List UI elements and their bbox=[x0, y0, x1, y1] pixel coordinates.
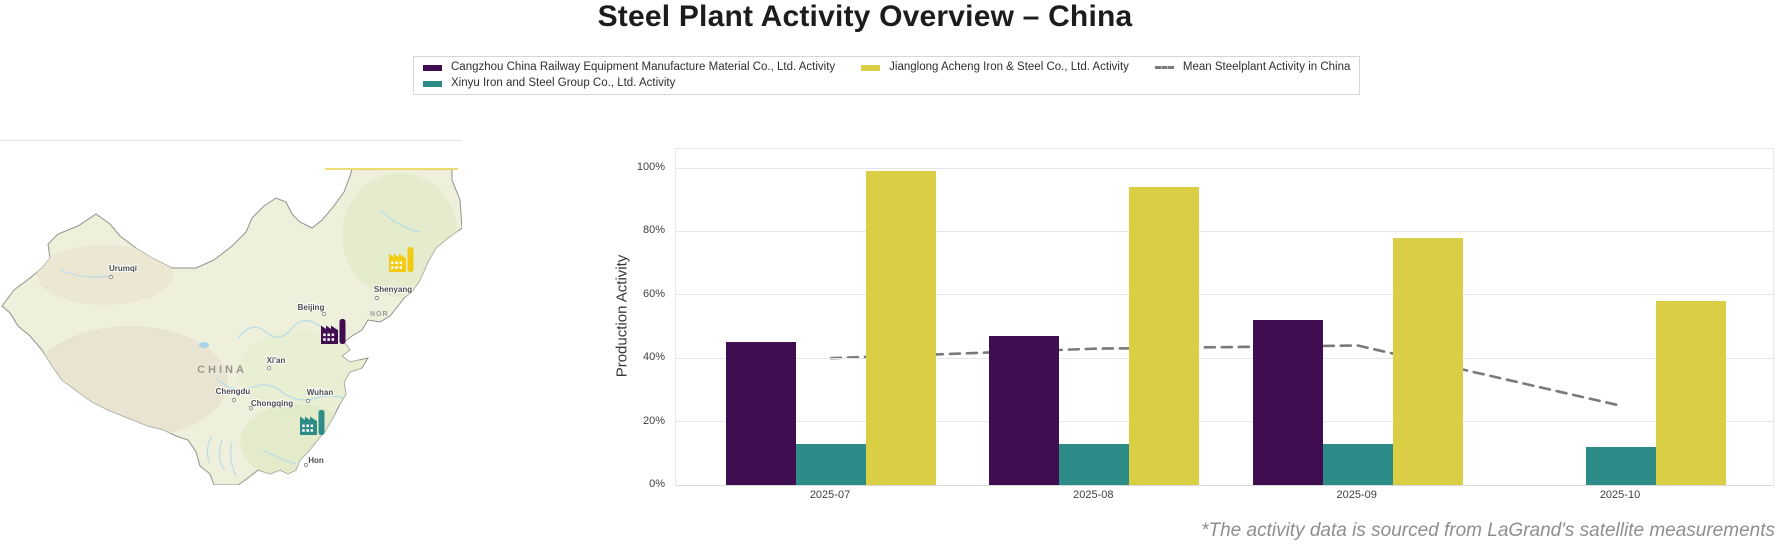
city-marker-chongqing bbox=[248, 405, 254, 411]
y-tick-label: 20% bbox=[642, 414, 665, 427]
bar-teal-2025-09[interactable] bbox=[1322, 443, 1393, 485]
x-tick-label: 2025-07 bbox=[809, 489, 851, 501]
city-label-chongqing: Chongqing bbox=[251, 399, 293, 408]
city-label-shenyang: Shenyang bbox=[374, 285, 412, 294]
factory-icon[interactable] bbox=[300, 410, 325, 435]
city-marker-hon bbox=[303, 462, 309, 468]
bar-yellow-2025-08[interactable] bbox=[1129, 187, 1200, 485]
y-tick-label: 80% bbox=[642, 224, 665, 237]
x-tick-label: 2025-08 bbox=[1073, 489, 1114, 501]
china-map: Urumqi Beijing Shenyang Xi'an Chengdu Chongqi… bbox=[0, 140, 462, 485]
bar-purple-2025-09[interactable] bbox=[1252, 320, 1323, 485]
legend-label: Cangzhou China Railway Equipment Manufac… bbox=[451, 61, 836, 73]
factory-icon[interactable] bbox=[321, 319, 346, 344]
color-swatch-teal bbox=[423, 80, 442, 87]
legend-label: Jianglong Acheng Iron & Steel Co., Ltd. … bbox=[889, 61, 1129, 73]
city-label-beijing: Beijing bbox=[298, 303, 325, 312]
y-axis-title: Production Activity bbox=[613, 254, 631, 378]
activity-bar-chart bbox=[675, 148, 1774, 486]
city-label-chengdu: Chengdu bbox=[216, 387, 251, 396]
country-label-partial: NOR bbox=[370, 311, 389, 318]
mean-activity-line bbox=[829, 344, 1623, 408]
city-marker-beijing bbox=[321, 311, 327, 317]
dashed-line-swatch bbox=[1154, 66, 1174, 69]
y-tick-label: 0% bbox=[649, 478, 665, 490]
bar-yellow-2025-09[interactable] bbox=[1392, 237, 1463, 485]
data-source-footnote: *The activity data is sourced from LaGra… bbox=[1201, 520, 1775, 541]
legend-label: Mean Steelplant Activity in China bbox=[1182, 61, 1351, 73]
city-marker-urumqi bbox=[108, 274, 114, 280]
bar-purple-2025-07[interactable] bbox=[726, 342, 796, 485]
y-tick-label: 100% bbox=[636, 161, 665, 173]
color-swatch-purple bbox=[423, 64, 442, 71]
legend-item-jianglong[interactable]: Jianglong Acheng Iron & Steel Co., Ltd. … bbox=[861, 61, 1129, 74]
city-label-wuhan: Wuhan bbox=[307, 388, 334, 397]
city-marker-chengdu bbox=[231, 397, 237, 403]
legend-label: Xinyu Iron and Steel Group Co., Ltd. Act… bbox=[451, 77, 676, 89]
country-label-china: CHINA bbox=[197, 364, 247, 376]
page-title: Steel Plant Activity Overview – China bbox=[597, 0, 1133, 33]
factory-icon[interactable] bbox=[389, 247, 414, 272]
chart-legend: Cangzhou China Railway Equipment Manufac… bbox=[413, 56, 1361, 95]
x-tick-label: 2025-10 bbox=[1599, 489, 1641, 501]
bar-teal-2025-08[interactable] bbox=[1059, 443, 1130, 485]
legend-item-xinyu[interactable]: Xinyu Iron and Steel Group Co., Ltd. Act… bbox=[423, 77, 835, 90]
bar-teal-2025-07[interactable] bbox=[796, 443, 866, 485]
city-label-hon: Hon bbox=[308, 456, 324, 465]
gridline-100 bbox=[676, 167, 1773, 169]
y-tick-label: 40% bbox=[642, 351, 665, 364]
gridline-80 bbox=[676, 230, 1773, 232]
legend-item-cangzhou[interactable]: Cangzhou China Railway Equipment Manufac… bbox=[423, 61, 835, 74]
gridline-20 bbox=[676, 421, 1773, 423]
city-label-xian: Xi'an bbox=[267, 356, 286, 365]
bar-yellow-2025-10[interactable] bbox=[1656, 301, 1726, 485]
bar-teal-2025-10[interactable] bbox=[1586, 446, 1656, 485]
city-label-urumqi: Urumqi bbox=[109, 264, 137, 273]
city-marker-shenyang bbox=[374, 295, 380, 301]
x-tick-label: 2025-09 bbox=[1336, 489, 1377, 501]
city-marker-xian bbox=[266, 365, 272, 371]
bar-purple-2025-08[interactable] bbox=[989, 336, 1060, 485]
color-swatch-yellow bbox=[861, 64, 881, 71]
gridline-60 bbox=[676, 294, 1773, 296]
gridline-40 bbox=[676, 357, 1773, 359]
legend-item-mean[interactable]: Mean Steelplant Activity in China bbox=[1154, 61, 1351, 74]
bar-yellow-2025-07[interactable] bbox=[866, 171, 936, 485]
city-marker-wuhan bbox=[305, 398, 311, 404]
y-tick-label: 60% bbox=[642, 287, 665, 300]
